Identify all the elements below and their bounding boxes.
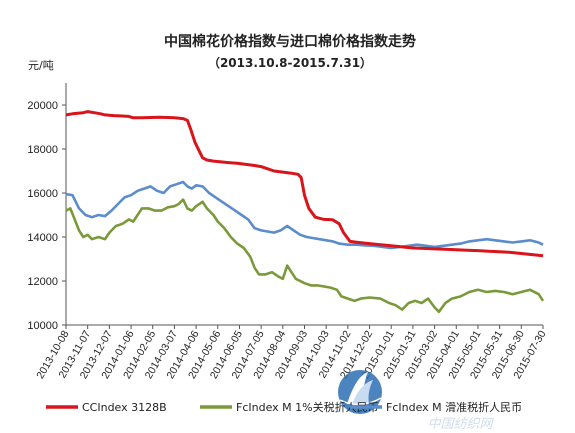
globe-sail-logo-icon xyxy=(338,370,382,414)
y-axis-ticks: 10000 12000 14000 16000 18000 20000 xyxy=(27,100,66,332)
series-line-1 xyxy=(65,198,545,314)
y-tick-label: 14000 xyxy=(27,232,58,244)
y-tick-label: 10000 xyxy=(27,320,58,332)
legend-label-1: FcIndex M 1%关税折人民币 xyxy=(236,400,379,414)
y-tick-label: 12000 xyxy=(27,276,58,288)
y-tick-label: 20000 xyxy=(27,100,58,112)
watermark: 中国纺织网 xyxy=(338,370,494,432)
legend-label-2: FcIndex M 滑准税折人民币 xyxy=(386,400,522,414)
series-layer xyxy=(65,110,545,314)
chart-subtitle: （2013.10.8-2015.7.31） xyxy=(208,55,372,70)
legend-label-0: CCIndex 3128B xyxy=(82,401,167,414)
watermark-text: 中国纺织网 xyxy=(427,417,494,432)
chart-title: 中国棉花价格指数与进口棉价格指数走势 xyxy=(164,33,416,50)
x-axis-ticks: 2013-10-082013-11-072013-12-072014-01-06… xyxy=(34,325,549,381)
series-line-0 xyxy=(65,110,544,258)
series-line-2 xyxy=(65,180,544,250)
y-tick-label: 18000 xyxy=(27,144,58,156)
legend: CCIndex 3128B FcIndex M 1%关税折人民币 FcIndex M… xyxy=(46,400,522,414)
y-axis-unit-label: 元/吨 xyxy=(28,59,54,72)
y-tick-label: 16000 xyxy=(27,188,58,200)
